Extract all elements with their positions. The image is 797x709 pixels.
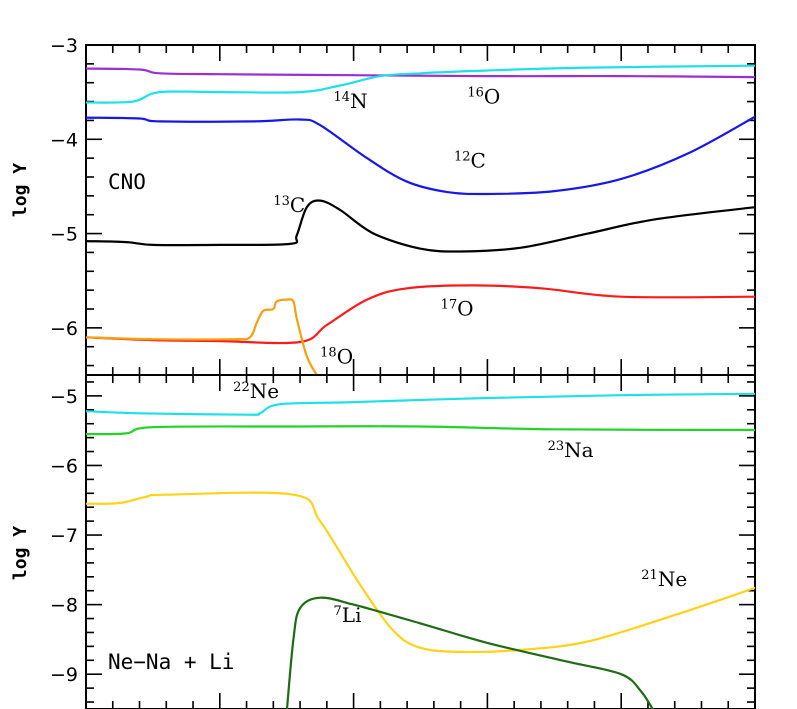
series-line-li-7 bbox=[285, 596, 654, 709]
isotope-mass-number: 13 bbox=[273, 194, 290, 209]
element-symbol: Na bbox=[564, 438, 594, 462]
y-tick-label: −6 bbox=[50, 455, 78, 477]
bottom-y-axis-label: log Y bbox=[10, 526, 31, 580]
bottom-panel: Ne−Na + Li log Y −5−6−7−8−922Ne23Na21Ne7… bbox=[10, 374, 756, 709]
series-label-ne-22: 22Ne bbox=[233, 379, 279, 403]
top-panel-title: CNO bbox=[108, 170, 146, 194]
element-symbol: N bbox=[350, 89, 368, 113]
isotope-mass-number: 17 bbox=[441, 298, 458, 313]
bottom-plot-frame bbox=[85, 374, 756, 709]
isotope-mass-number: 16 bbox=[467, 85, 484, 100]
element-symbol: O bbox=[457, 297, 473, 321]
series-label-o-18: 18O bbox=[320, 345, 353, 369]
y-tick-label: −7 bbox=[50, 525, 78, 547]
series-line-o-17 bbox=[86, 284, 755, 345]
element-symbol: O bbox=[484, 84, 500, 108]
series-label-c-12: 12C bbox=[454, 149, 486, 173]
y-tick-label: −5 bbox=[50, 224, 78, 246]
isotope-mass-number: 7 bbox=[334, 604, 342, 619]
series-label-li-7: 7Li bbox=[334, 603, 362, 627]
series-line-na-23 bbox=[86, 425, 755, 436]
series-label-o-17: 17O bbox=[441, 297, 474, 321]
bottom-panel-title: Ne−Na + Li bbox=[108, 650, 234, 674]
isotope-mass-number: 22 bbox=[233, 380, 250, 395]
y-tick-label: −5 bbox=[50, 386, 78, 408]
series-label-n-14: 14N bbox=[334, 89, 368, 113]
series-label-na-23: 23Na bbox=[548, 438, 594, 462]
element-symbol: C bbox=[290, 193, 305, 217]
series-line-n-14 bbox=[86, 64, 755, 104]
element-symbol: Ne bbox=[658, 567, 687, 591]
series-line-c-13 bbox=[86, 199, 755, 253]
isotope-mass-number: 12 bbox=[454, 150, 471, 165]
top-plot-frame bbox=[85, 44, 756, 376]
element-symbol: C bbox=[470, 149, 485, 173]
element-symbol: Li bbox=[342, 603, 362, 627]
series-line-o-16 bbox=[86, 67, 755, 79]
series-label-ne-21: 21Ne bbox=[641, 567, 687, 591]
element-symbol: Ne bbox=[250, 379, 279, 403]
series-line-o-18 bbox=[86, 298, 318, 375]
isotope-mass-number: 14 bbox=[334, 90, 351, 105]
isotope-mass-number: 23 bbox=[548, 439, 565, 454]
y-tick-label: −9 bbox=[50, 664, 78, 686]
y-tick-label: −6 bbox=[50, 318, 78, 340]
isotope-mass-number: 21 bbox=[641, 568, 658, 583]
series-line-ne-22 bbox=[86, 392, 755, 416]
series-label-o-16: 16O bbox=[467, 84, 500, 108]
series-line-c-12 bbox=[86, 115, 755, 196]
series-label-c-13: 13C bbox=[273, 193, 305, 217]
y-tick-label: −4 bbox=[50, 129, 78, 151]
y-tick-label: −8 bbox=[50, 595, 78, 617]
isotope-mass-number: 18 bbox=[320, 346, 337, 361]
element-symbol: O bbox=[337, 345, 353, 369]
y-tick-label: −3 bbox=[50, 35, 78, 57]
top-y-axis-label: log Y bbox=[10, 163, 31, 217]
